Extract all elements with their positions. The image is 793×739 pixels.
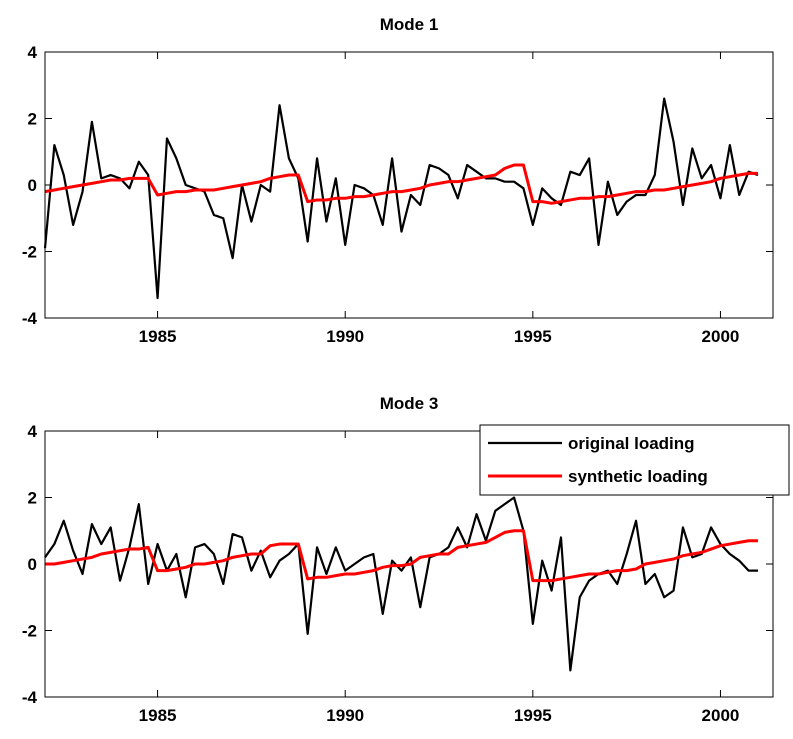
- x-tick-label: 1995: [514, 327, 552, 346]
- y-tick-label: 0: [28, 176, 37, 195]
- y-tick-label: 4: [28, 422, 38, 441]
- chart-title: Mode 3: [380, 394, 439, 413]
- data-line: [45, 529, 758, 583]
- data-line: [44, 163, 758, 205]
- x-tick-label: 1995: [514, 706, 552, 725]
- chart-title: Mode 1: [380, 15, 439, 34]
- x-tick-label: 2000: [702, 327, 740, 346]
- legend-label: synthetic loading: [568, 467, 708, 486]
- y-tick-label: -4: [22, 688, 38, 707]
- subplot: Mode 1 -4 -2 0 2 4 1985 1990 1995 2000: [22, 15, 774, 346]
- y-tick-label: 2: [28, 489, 37, 508]
- y-tick-label: -2: [22, 243, 37, 262]
- y-tick-label: 2: [28, 110, 37, 129]
- y-tick-label: 4: [28, 43, 38, 62]
- y-tick-label: 0: [28, 555, 37, 574]
- x-tick-label: 1985: [139, 327, 177, 346]
- data-line: [43, 97, 759, 300]
- y-tick-label: -4: [22, 309, 38, 328]
- subplot: Mode 3 -4 -2 0 2 4 1985 1990 1995 2000 original lo…: [22, 394, 790, 725]
- axes-box: [44, 51, 774, 319]
- x-tick-label: 1990: [326, 706, 364, 725]
- legend: original loading synthetic loading: [479, 424, 790, 496]
- x-tick-label: 1985: [139, 706, 177, 725]
- axes-box: [44, 430, 774, 698]
- x-tick-label: 2000: [702, 706, 740, 725]
- y-tick-label: -2: [22, 622, 37, 641]
- data-line: [44, 496, 758, 672]
- x-tick-label: 1990: [326, 327, 364, 346]
- legend-box: [479, 424, 790, 496]
- legend-label: original loading: [568, 434, 695, 453]
